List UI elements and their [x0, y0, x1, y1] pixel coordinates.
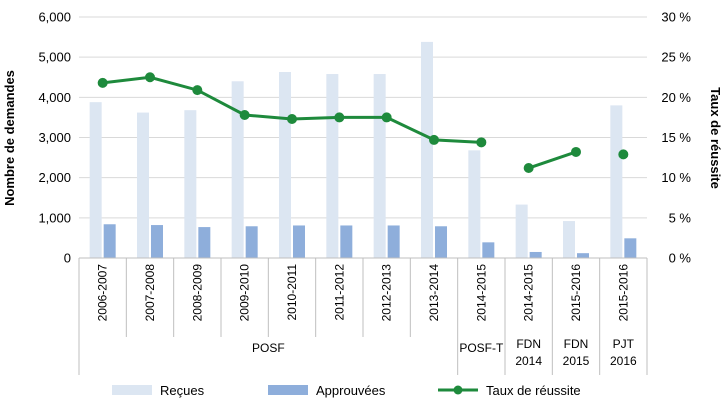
y-axis-title: Nombre de demandes	[2, 70, 17, 206]
group-label: FDN	[516, 337, 541, 351]
bar-approuvees	[245, 226, 258, 258]
group-label: POSF-T	[459, 341, 504, 355]
bar-recues	[610, 105, 623, 258]
y2-tick-label: 0 %	[669, 251, 692, 266]
bar-approuvees	[482, 242, 495, 258]
category-label: 2006-2007	[96, 264, 110, 322]
y2-tick-label: 10 %	[661, 170, 691, 185]
category-label: 2012-2013	[380, 264, 394, 322]
bar-approuvees	[435, 226, 447, 258]
y-tick-label: 2,000	[38, 170, 71, 185]
legend-swatch-approuvees	[268, 385, 308, 395]
category-label: 2014-2015	[474, 264, 488, 322]
bar-recues	[231, 81, 244, 259]
category-label: 2010-2011	[285, 264, 299, 321]
line-series	[97, 72, 629, 174]
category-label: 2011-2012	[332, 264, 346, 321]
legend-label-recues: Reçues	[160, 383, 205, 398]
bar-recues	[184, 110, 197, 258]
legend: Reçues Approuvées Taux de réussite	[112, 383, 581, 398]
y-tick-label: 5,000	[38, 50, 71, 65]
point-taux	[571, 146, 581, 157]
y2-tick-label: 30 %	[661, 10, 691, 25]
category-label: 2013-2014	[427, 264, 441, 322]
bar-approuvees	[198, 227, 211, 258]
bar-approuvees	[340, 225, 353, 258]
category-label: 2009-2010	[238, 264, 252, 322]
bar-approuvees	[624, 238, 637, 258]
y2-tick-label: 5 %	[669, 210, 692, 225]
point-taux	[618, 149, 629, 160]
point-taux	[145, 72, 155, 83]
bar-series	[89, 41, 637, 259]
legend-label-taux: Taux de réussite	[486, 383, 581, 398]
bar-approuvees	[529, 251, 542, 258]
bar-approuvees	[577, 253, 589, 258]
group-label: POSF	[252, 341, 285, 355]
bar-recues	[563, 221, 575, 258]
bar-recues	[421, 41, 433, 258]
y-tick-label: 6,000	[38, 10, 71, 25]
bar-recues	[468, 150, 481, 258]
bar-recues	[89, 102, 102, 258]
point-taux	[476, 137, 487, 148]
bar-recues	[326, 74, 339, 258]
category-label: 2008-2009	[190, 264, 204, 322]
point-taux	[97, 77, 108, 88]
category-label: 2007-2008	[143, 264, 157, 322]
group-label: FDN	[564, 337, 589, 351]
bar-recues	[373, 74, 386, 258]
bar-recues	[137, 112, 149, 258]
category-label: 2014-2015	[522, 264, 536, 322]
axes: 0 1,000 2,000 3,000 4,000 5,000 6,000 0 % 5 % 10 …	[38, 10, 692, 375]
y-tick-label: 1,000	[38, 210, 71, 225]
bar-approuvees	[293, 225, 305, 258]
point-taux	[429, 134, 439, 145]
group-label: PJT	[613, 337, 635, 351]
bar-approuvees	[103, 224, 116, 258]
bar-approuvees	[151, 225, 163, 258]
point-taux	[192, 85, 203, 96]
point-taux	[287, 114, 297, 125]
y-tick-label: 3,000	[38, 130, 71, 145]
point-taux	[523, 163, 534, 174]
line-taux-segment	[528, 150, 577, 170]
y2-axis-title: Taux de réussite	[708, 87, 723, 189]
category-label: 2015-2016	[616, 264, 630, 322]
point-taux	[239, 110, 250, 121]
legend-label-approuvees: Approuvées	[316, 383, 386, 398]
bar-approuvees	[387, 225, 400, 258]
category-label: 2015-2016	[569, 264, 583, 322]
legend-swatch-recues	[112, 385, 152, 395]
legend-marker-taux	[453, 385, 463, 395]
y2-tick-label: 25 %	[661, 50, 691, 65]
y2-tick-label: 15 %	[661, 130, 691, 145]
point-taux	[381, 112, 392, 123]
y2-tick-label: 20 %	[661, 90, 691, 105]
group-label: 2014	[515, 354, 542, 368]
bar-recues	[515, 204, 528, 258]
y-tick-label: 0	[64, 251, 71, 266]
gridlines	[79, 16, 647, 219]
y-tick-label: 4,000	[38, 90, 71, 105]
group-label: 2016	[610, 354, 637, 368]
point-taux	[334, 112, 345, 123]
bar-recues	[279, 72, 291, 258]
group-label: 2015	[563, 354, 590, 368]
